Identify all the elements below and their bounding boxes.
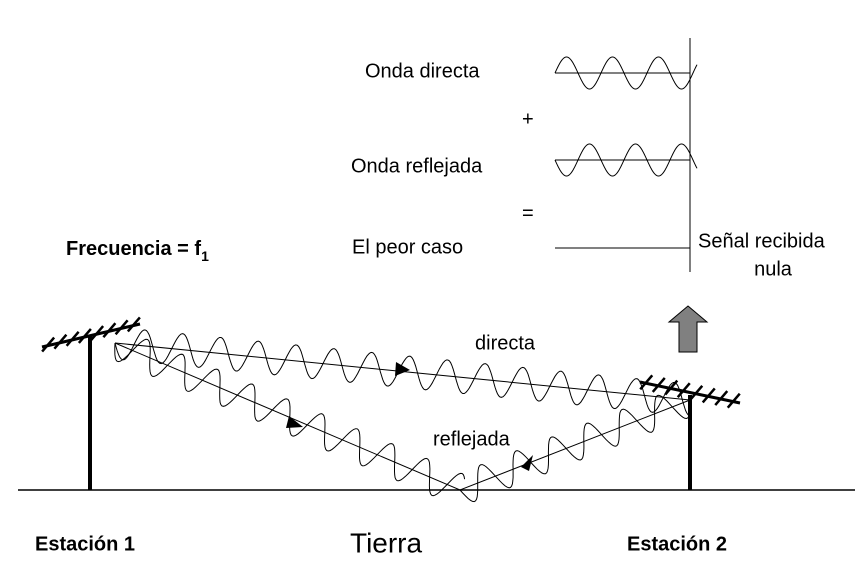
antenna-element [639,374,654,391]
waves [114,56,698,503]
reflected-wave [554,143,698,177]
frequency-label: Frecuencia = f1 [66,238,209,263]
ray-arrow [286,416,303,428]
antenna-element [90,325,105,341]
antenna-element [701,387,716,404]
antenna-element [714,390,729,406]
station-label: Estación 2 [627,533,727,555]
antenna-element [689,384,704,401]
reflected-path-label: reflejada [433,428,511,450]
ray-arrow [521,455,533,471]
antenna-elements [41,316,741,409]
frequency-text: Frecuencia = f [66,238,201,260]
worst-case-label: El peor caso [352,236,463,258]
station-label: Estación 1 [35,533,135,555]
antenna-element [651,377,666,393]
reflected-wave-ray [114,338,466,497]
direct-path-label: directa [475,332,536,354]
reflected-wave-label: Onda reflejada [351,155,483,177]
direct-wave [554,56,698,90]
antenna-element [664,379,679,396]
antenna-element [41,336,56,353]
ray-arrow [395,362,410,376]
antenna-element [126,316,141,333]
antenna-element [102,322,117,339]
direct-wave-ray [114,329,689,416]
antenna-element [77,328,92,344]
antenna-element [726,392,741,409]
up-arrow [667,305,709,353]
received-signal-label: Señal recibida [698,230,826,252]
frequency-subscript: 1 [201,248,209,264]
plus-sign: + [522,108,534,130]
reflected-ray [114,342,691,491]
equals-sign: = [522,202,534,224]
reflected-wave-ray [459,394,691,503]
received-signal-label: nula [754,258,793,280]
ground-label: Tierra [350,527,423,558]
direct-wave-label: Onda directa [365,60,480,82]
antenna-element [65,330,80,347]
antenna-element [676,382,691,399]
antenna-element [53,333,68,350]
antenna-element [114,319,129,336]
